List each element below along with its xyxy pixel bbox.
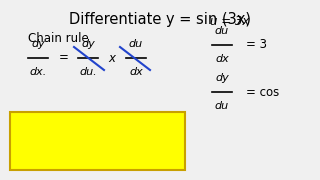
Text: =: = xyxy=(59,51,69,64)
Text: dx: dx xyxy=(129,67,143,77)
Text: du.: du. xyxy=(79,67,97,77)
Text: dx.: dx. xyxy=(29,67,47,77)
Text: dy: dy xyxy=(215,73,229,83)
Text: du: du xyxy=(215,101,229,111)
Text: Differentiate y = sin (3x): Differentiate y = sin (3x) xyxy=(69,12,251,27)
Text: u = 3x: u = 3x xyxy=(210,15,249,28)
Text: dy: dy xyxy=(31,39,45,49)
Text: du: du xyxy=(129,39,143,49)
Text: du: du xyxy=(215,26,229,36)
FancyBboxPatch shape xyxy=(10,112,185,170)
Text: dy: dy xyxy=(81,39,95,49)
Text: = 3: = 3 xyxy=(246,39,267,51)
Text: x: x xyxy=(108,51,116,64)
Text: dx: dx xyxy=(215,54,229,64)
Text: Chain rule: Chain rule xyxy=(28,32,89,45)
Text: = cos: = cos xyxy=(246,86,279,98)
